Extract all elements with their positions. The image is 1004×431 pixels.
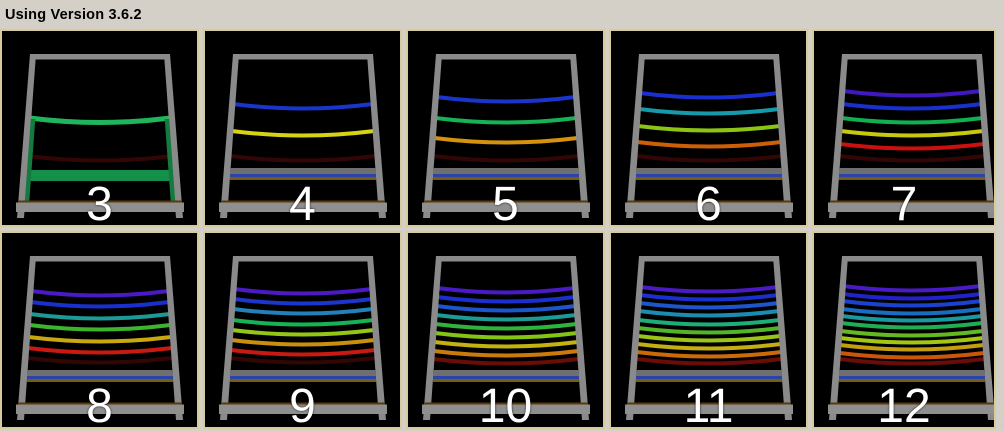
render-tile-8: 8 — [0, 231, 199, 429]
contour-scene-3d — [828, 54, 994, 218]
contour-scene-3d — [16, 54, 184, 218]
render-tile-12: 12 — [812, 231, 996, 429]
render-tile-7: 7 — [812, 29, 996, 227]
version-title: Using Version 3.6.2 — [5, 6, 142, 23]
render-tile-11: 11 — [609, 231, 808, 429]
render-tile-9: 9 — [203, 231, 402, 429]
render-tile-5: 5 — [406, 29, 605, 227]
render-tile-6: 6 — [609, 29, 808, 227]
contour-scene-3d — [422, 256, 590, 420]
contour-scene-3d — [219, 256, 387, 420]
tiles-grid: 3 4 5 6 7 8 9 10 11 12 — [0, 29, 1004, 429]
contour-scene-3d — [16, 256, 184, 420]
render-tile-4: 4 — [203, 29, 402, 227]
contour-scene-3d — [219, 54, 387, 218]
contour-scene-3d — [625, 54, 793, 218]
render-tile-10: 10 — [406, 231, 605, 429]
contour-scene-3d — [625, 256, 793, 420]
contour-scene-3d — [828, 256, 994, 420]
render-tile-3: 3 — [0, 29, 199, 227]
page-header: Using Version 3.6.2 — [0, 0, 1004, 29]
contour-scene-3d — [422, 54, 590, 218]
